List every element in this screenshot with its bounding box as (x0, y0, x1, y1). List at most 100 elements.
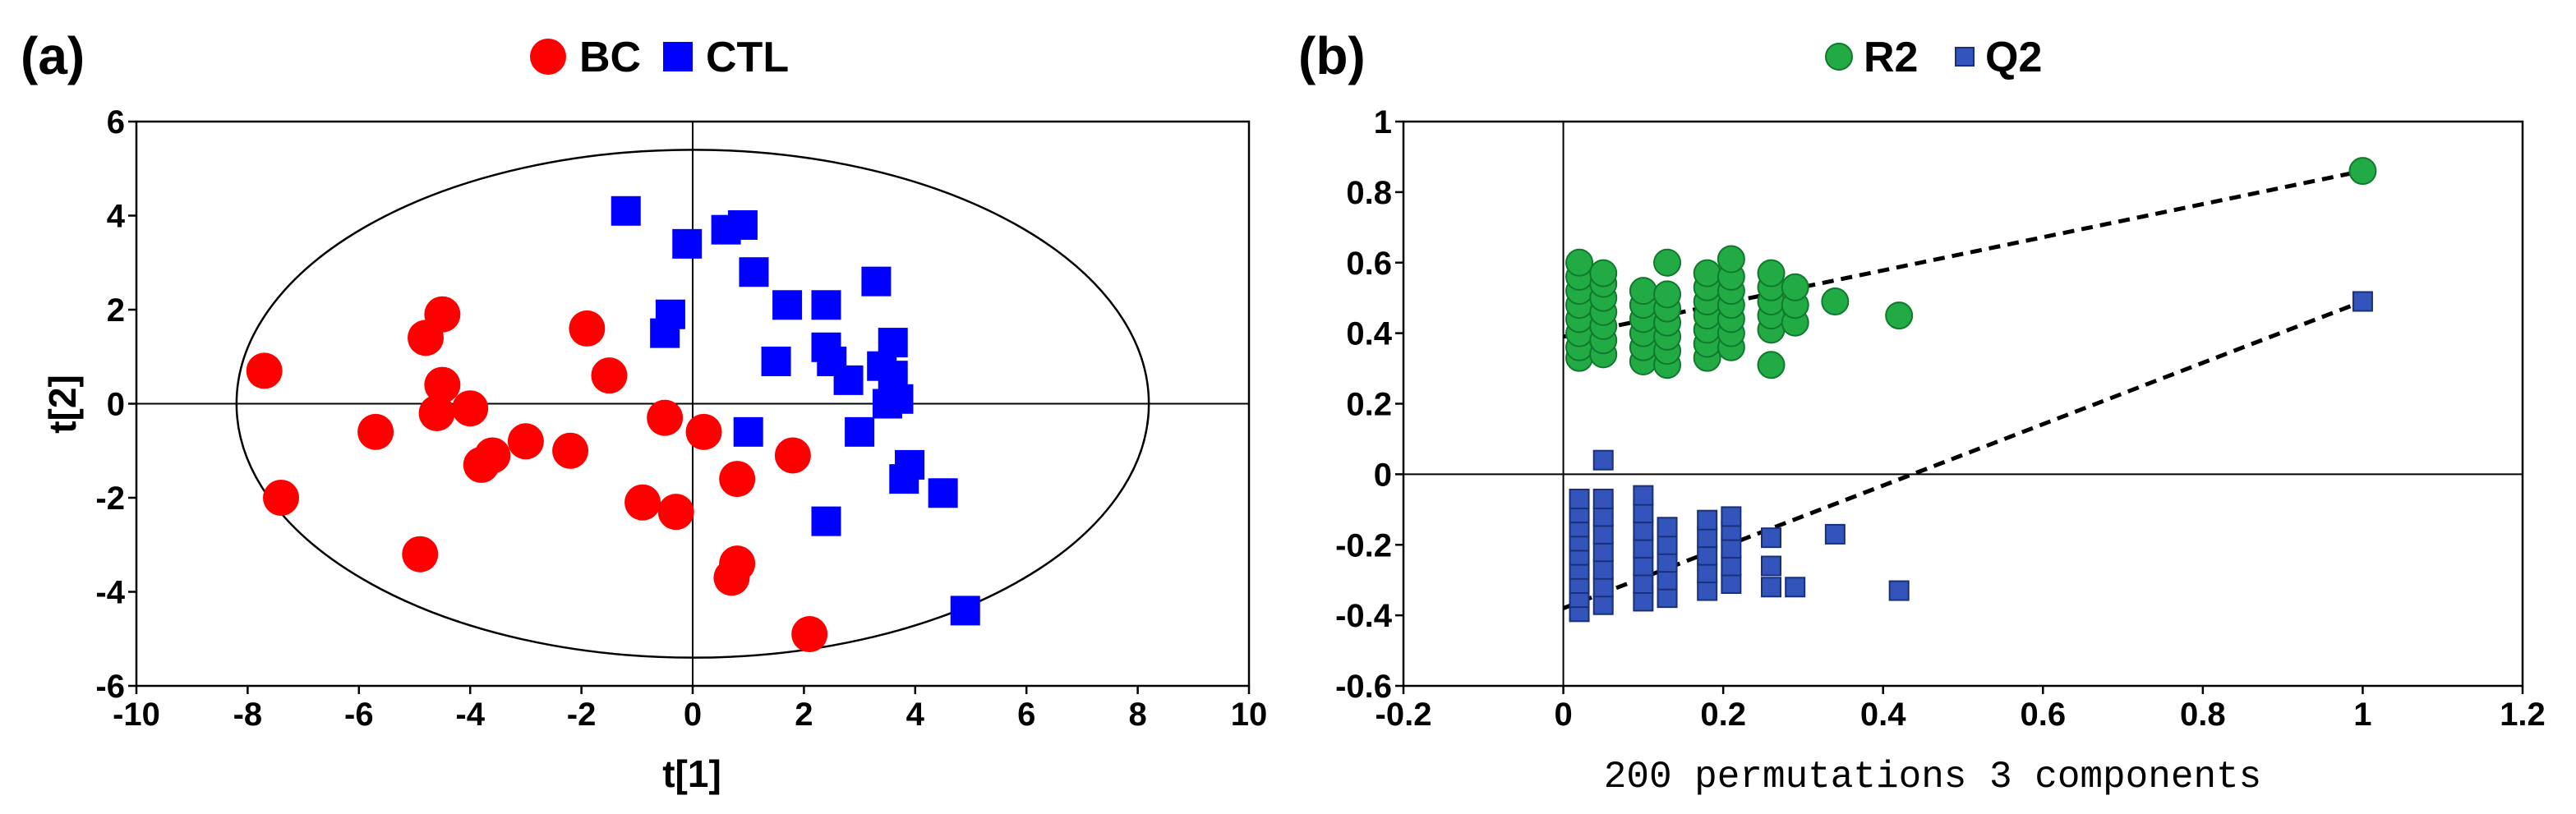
panel-b-point-r2 (1565, 248, 1594, 277)
panel-b-legend-label-q2: Q2 (1985, 34, 2042, 81)
panel-a-x-tick-label: -6 (344, 697, 374, 733)
panel-a-x-tick-label: -8 (233, 697, 263, 733)
panel-a-point-ctl (878, 328, 908, 358)
panel-b-point-q2 (1721, 506, 1742, 527)
panel-b-point-q2 (1721, 573, 1742, 594)
panel-b-legend: R2 Q2 (1825, 34, 2042, 81)
panel-a-x-tick-label: -4 (455, 697, 485, 733)
panel-b-y-tick-label: 0.6 (1346, 246, 1392, 282)
panel-a-confidence-ellipse (235, 149, 1150, 659)
panel-a-point-ctl (928, 478, 958, 508)
panel-a-plot: -10 -8 -6 -4 -2 0 2 4 6 8 10 -6 -4 -2 0 2 4 6 (95, 104, 1267, 733)
panel-a-x-tick-label: 10 (1231, 697, 1268, 733)
panel-a-legend-marker-ctl (663, 42, 693, 71)
panel-a-y-tick-label: 2 (107, 292, 125, 329)
panel-a-point-ctl (733, 416, 763, 447)
panel-b-point-q2 (1657, 569, 1678, 591)
panel-a-point-ctl (883, 384, 914, 414)
panel-b-legend-marker-q2 (1955, 47, 1975, 67)
panel-b-x-tick-label: 0.8 (2180, 697, 2226, 733)
panel-b-point-q2 (1697, 509, 1718, 531)
panel-b-point-q2 (1657, 517, 1678, 538)
panel-a-point-bc (452, 390, 489, 427)
panel-a-x-tick-label: -10 (113, 697, 160, 733)
panel-a-point-bc (647, 399, 684, 436)
panel-b-regression-line-r2 (1563, 168, 2363, 339)
panel-b-x-tick-label: 1 (2353, 697, 2371, 733)
panel-b-point-q2 (1888, 580, 1910, 601)
panel-b-point-q2 (1761, 555, 1782, 577)
panel-b-point-r2 (1757, 259, 1786, 287)
panel-a-point-bc (774, 437, 811, 474)
panel-a-x-tick-label: 6 (1017, 697, 1035, 733)
panel-b-x-tick-label: 0.4 (1860, 697, 1906, 733)
panel-a-point-bc (402, 536, 439, 573)
panel-b-point-r2 (1653, 248, 1682, 277)
panel-b-legend-marker-r2 (1825, 43, 1853, 71)
panel-a-point-bc (591, 357, 628, 394)
panel-b-x-tick-label: 1.2 (2500, 697, 2546, 733)
panel-a-point-bc (357, 413, 394, 450)
panel-a-point-ctl (845, 416, 875, 447)
panel-b-point-q2 (1592, 559, 1614, 580)
panel-b-point-q2 (1657, 552, 1678, 573)
panel-b-point-q2 (1697, 580, 1718, 601)
panel-b-point-r2 (1757, 351, 1786, 379)
panel-b-point-q2 (1633, 503, 1654, 524)
panel-a-point-ctl (889, 464, 919, 494)
panel-a-y-tick-label: 0 (107, 387, 125, 423)
panel-b-point-q2 (1633, 538, 1654, 559)
panel-b-point-q2 (1633, 485, 1654, 506)
panel-b-y-tick-label: 1 (1374, 104, 1392, 140)
panel-b-point-q2 (1592, 577, 1614, 598)
panel-b-y-tick-label: -0.2 (1335, 527, 1392, 563)
panel-a-legend: BC CTL (530, 34, 789, 81)
panel-b-point-r2 (1717, 245, 1745, 274)
panel-b-point-r2 (1629, 277, 1657, 306)
panel-a-y-tick-label: 6 (107, 104, 125, 140)
panel-b-point-q2 (1633, 555, 1654, 577)
panel-a-point-bc (624, 484, 661, 521)
panel-b-point-r2 (1781, 273, 1809, 301)
panel-a-point-bc (246, 352, 283, 389)
panel-a-point-bc (657, 494, 694, 531)
panel-a-y-tick-label: -2 (95, 481, 125, 517)
panel-b-plot: -0.2 0 0.2 0.4 0.6 0.8 1 1.2 -0.6 -0.4 -0.2 0 0.2 0.4… (1335, 104, 2546, 733)
panel-b-point-r2 (1653, 280, 1682, 309)
panel-a-y-tick-label: -6 (95, 669, 125, 705)
panel-a-point-ctl (611, 195, 641, 226)
panel-b-point-q2 (1633, 573, 1654, 594)
panel-a-point-bc (474, 437, 511, 474)
panel-b-y-tick-label: -0.6 (1335, 669, 1392, 705)
panel-a-y-tick-label: 4 (107, 199, 126, 235)
panel-a-point-bc (719, 461, 756, 498)
panel-b-point-q2 (1721, 538, 1742, 559)
panel-b-y-tick-label: 0 (1374, 457, 1392, 493)
panel-b-point-q2 (1633, 520, 1654, 541)
panel-a-point-ctl (833, 365, 864, 395)
panel-a-point-ctl (811, 290, 841, 320)
panel-b-point-r2 (1693, 259, 1721, 287)
panel-b-x-tick-label: -0.2 (1376, 697, 1432, 733)
panel-b-point-q2 (1761, 577, 1782, 598)
panel-a: (a) BC CTL -10 -8 -6 -4 -2 0 2 4 6 8 10 -6 -4 -2 0 2 4 6 t… (21, 26, 1267, 795)
panel-b-point-q2 (1761, 527, 1782, 549)
panel-a-point-bc (263, 480, 300, 516)
panel-b-y-tick-label: -0.4 (1335, 598, 1393, 634)
panel-a-label: (a) (21, 26, 85, 85)
panel-b-point-q2 (1657, 534, 1678, 555)
panel-b-point-r2 (2348, 157, 2377, 186)
panel-b-point-q2 (1697, 563, 1718, 584)
panel-a-point-bc (507, 423, 544, 460)
panel-b-point-q2 (1633, 591, 1654, 612)
panel-a-point-bc (685, 413, 722, 450)
panel-b-legend-label-r2: R2 (1864, 34, 1918, 81)
panel-a-point-bc (552, 432, 589, 469)
panel-b-point-q2 (1697, 527, 1718, 549)
panel-a-x-axis-title: t[1] (662, 752, 721, 795)
panel-a-point-bc (418, 394, 455, 431)
panel-a-point-ctl (950, 596, 980, 626)
panel-b-point-q2 (1592, 449, 1614, 471)
panel-b-x-axis-title: 200 permutations 3 components (1604, 756, 2262, 798)
panel-b-y-tick-label: 0.8 (1346, 175, 1392, 211)
